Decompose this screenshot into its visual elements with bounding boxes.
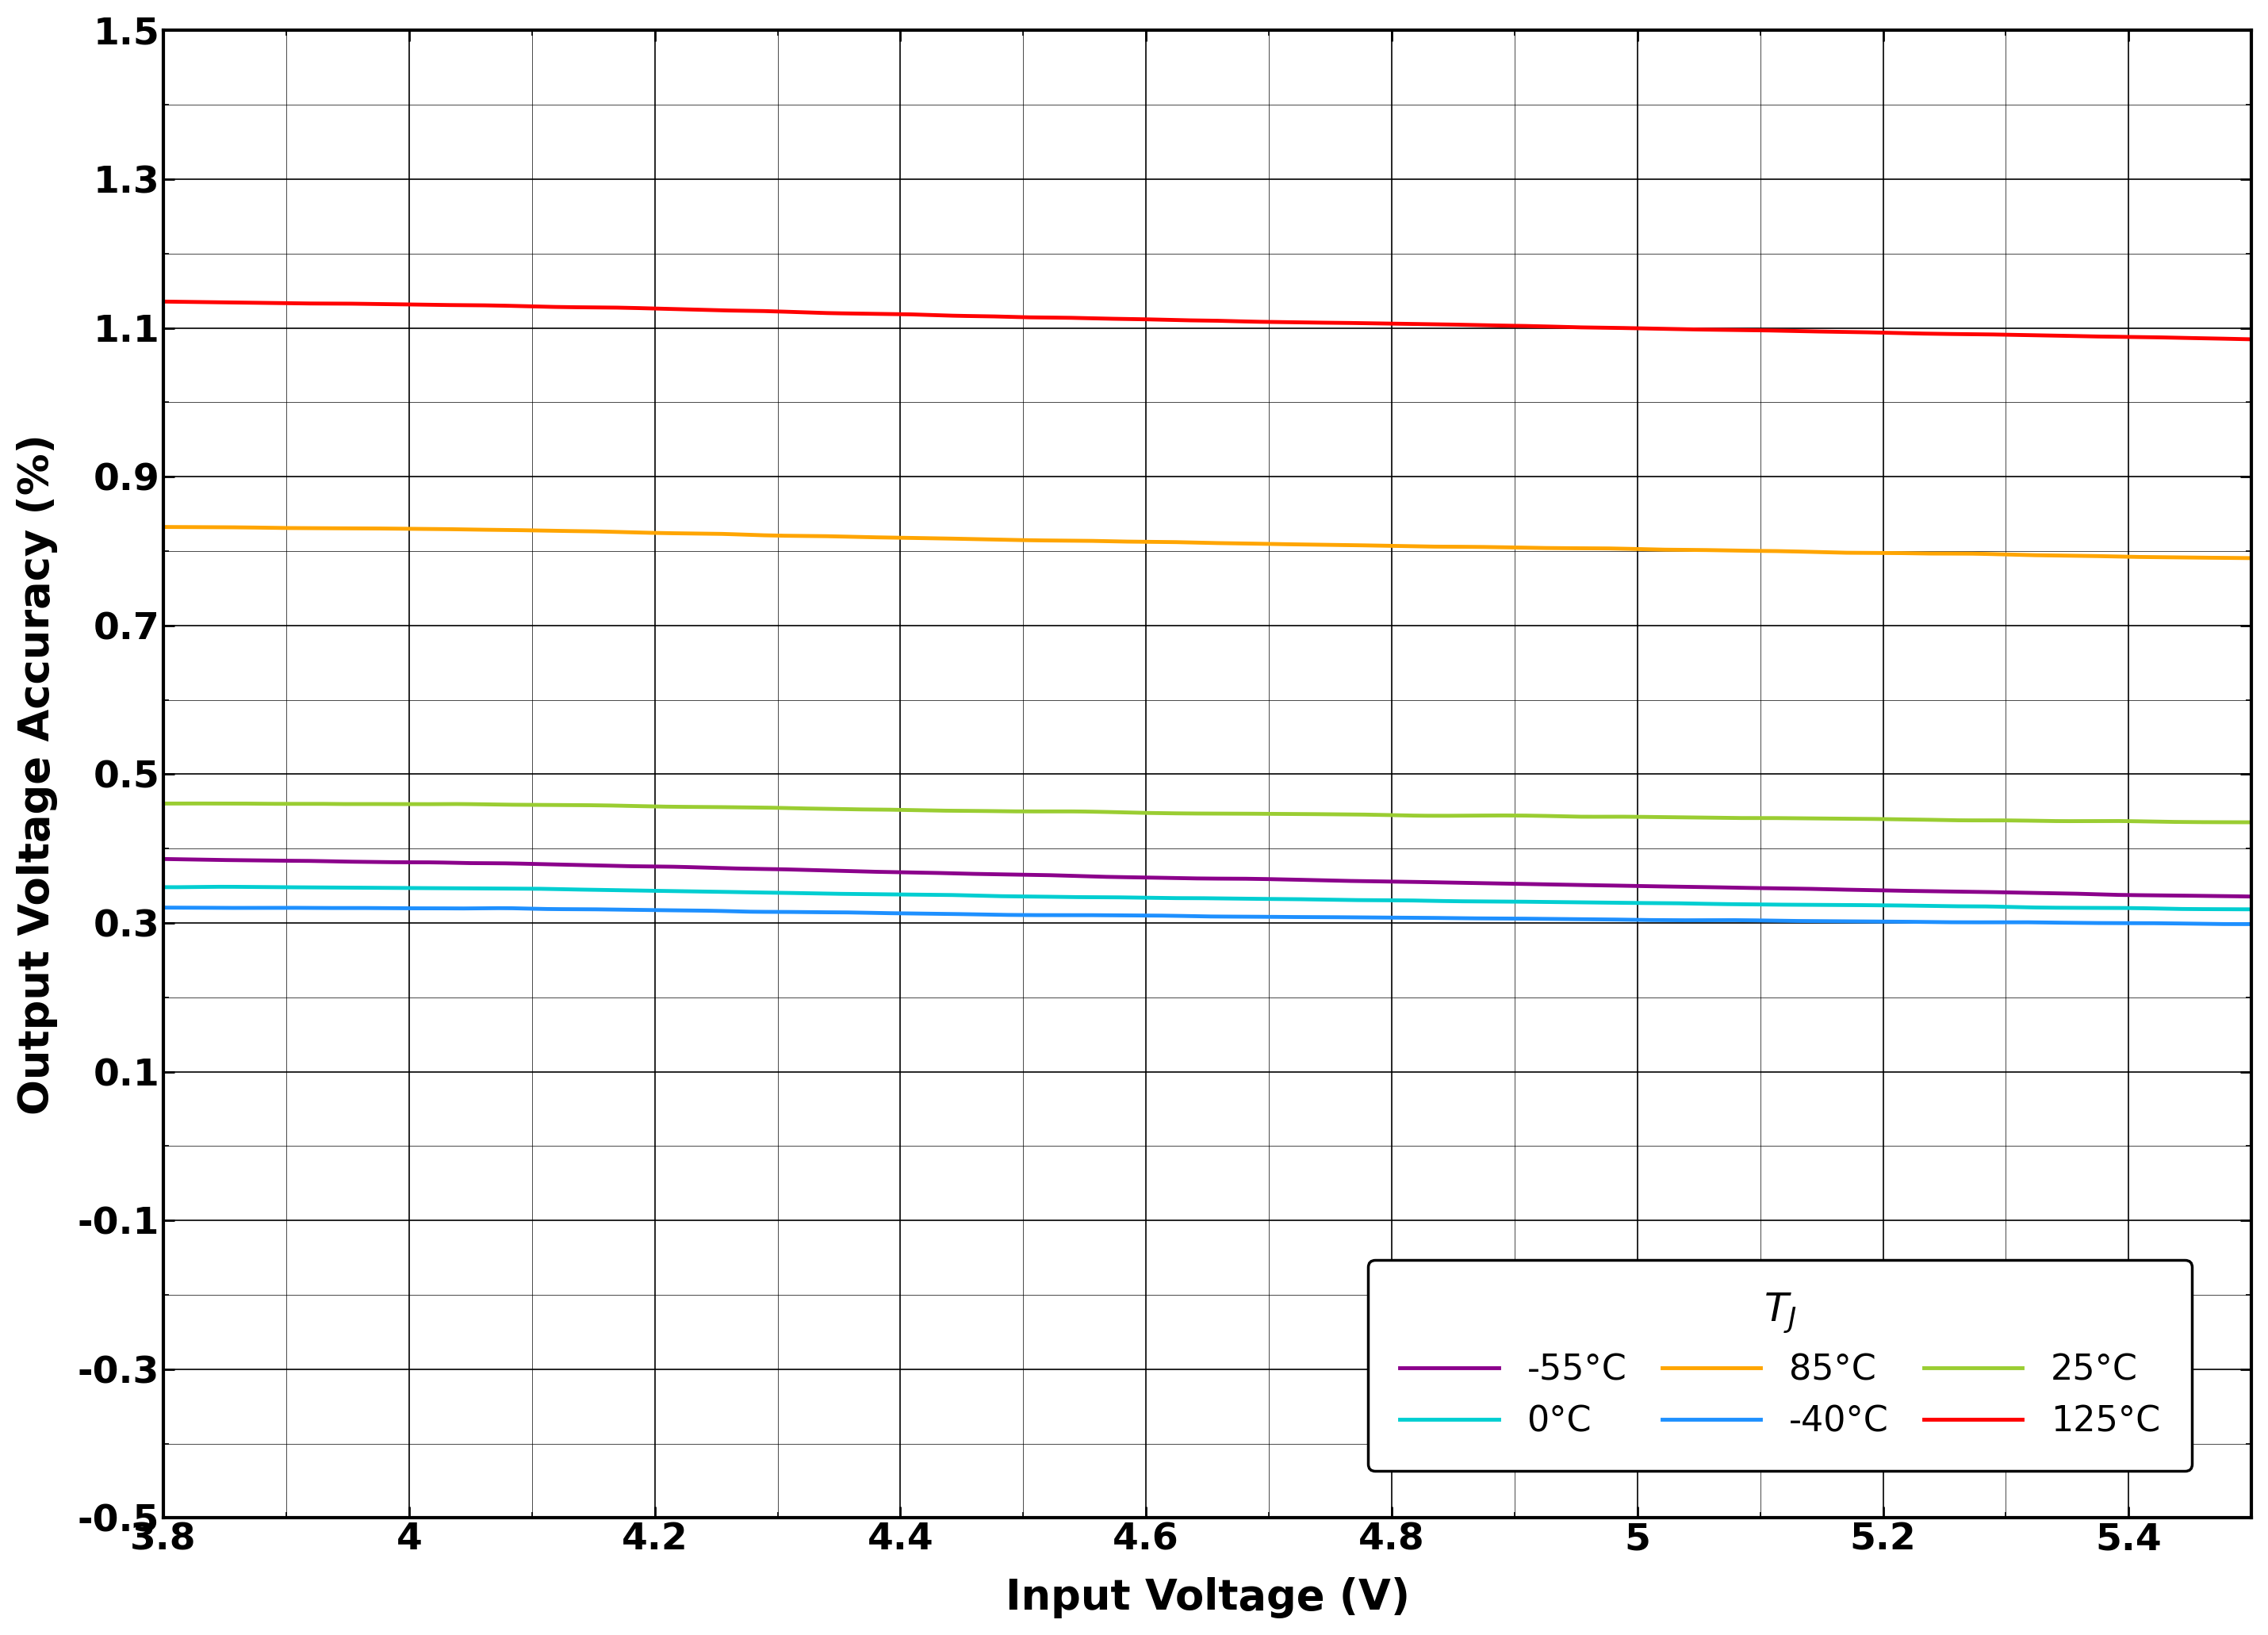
-55°C (2239, 886, 2266, 906)
125°C (1386, 314, 1413, 334)
-40°C (156, 898, 184, 917)
0°C (213, 876, 240, 896)
Line: -55°C: -55°C (163, 858, 2252, 896)
-40°C (150, 898, 177, 917)
85°C (2041, 546, 2068, 566)
125°C (1393, 314, 1420, 334)
-55°C (2041, 883, 2068, 903)
25°C (2239, 813, 2266, 832)
Legend: -55°C, 0°C, 85°C, -40°C, 25°C, 125°C: -55°C, 0°C, 85°C, -40°C, 25°C, 125°C (1368, 1261, 2193, 1470)
-55°C (1429, 873, 1456, 893)
125°C (156, 293, 184, 312)
-55°C (156, 849, 184, 868)
25°C (184, 793, 211, 813)
-40°C (1910, 912, 1937, 932)
25°C (2050, 811, 2077, 831)
X-axis label: Input Voltage (V): Input Voltage (V) (1005, 1578, 1411, 1619)
25°C (1436, 806, 1463, 826)
Y-axis label: Output Voltage Accuracy (%): Output Voltage Accuracy (%) (16, 433, 57, 1115)
-40°C (1393, 907, 1420, 927)
0°C (1916, 896, 1944, 916)
-40°C (1429, 907, 1456, 927)
0°C (1436, 891, 1463, 911)
-40°C (1386, 907, 1413, 927)
0°C (1393, 891, 1420, 911)
125°C (2041, 325, 2068, 345)
25°C (150, 793, 177, 813)
125°C (1429, 314, 1456, 334)
85°C (150, 517, 177, 536)
85°C (1429, 536, 1456, 556)
25°C (1916, 809, 1944, 829)
-40°C (2239, 914, 2266, 934)
-55°C (150, 849, 177, 868)
-55°C (1910, 881, 1937, 901)
0°C (2239, 899, 2266, 919)
125°C (150, 291, 177, 311)
Line: 0°C: 0°C (163, 886, 2252, 909)
Line: 125°C: 125°C (163, 301, 2252, 340)
25°C (156, 793, 184, 813)
85°C (1393, 536, 1420, 556)
0°C (1399, 891, 1427, 911)
0°C (2050, 898, 2077, 917)
Line: -40°C: -40°C (163, 907, 2252, 924)
-55°C (1386, 871, 1413, 891)
0°C (156, 878, 184, 898)
-55°C (1393, 871, 1420, 891)
-40°C (2041, 912, 2068, 932)
85°C (2239, 548, 2266, 567)
Line: 25°C: 25°C (163, 803, 2252, 822)
25°C (1393, 806, 1420, 826)
Line: 85°C: 85°C (163, 526, 2252, 558)
85°C (156, 517, 184, 536)
85°C (1910, 544, 1937, 564)
25°C (1399, 806, 1427, 826)
0°C (150, 878, 177, 898)
125°C (2239, 330, 2266, 350)
85°C (1386, 536, 1413, 556)
125°C (1910, 324, 1937, 343)
